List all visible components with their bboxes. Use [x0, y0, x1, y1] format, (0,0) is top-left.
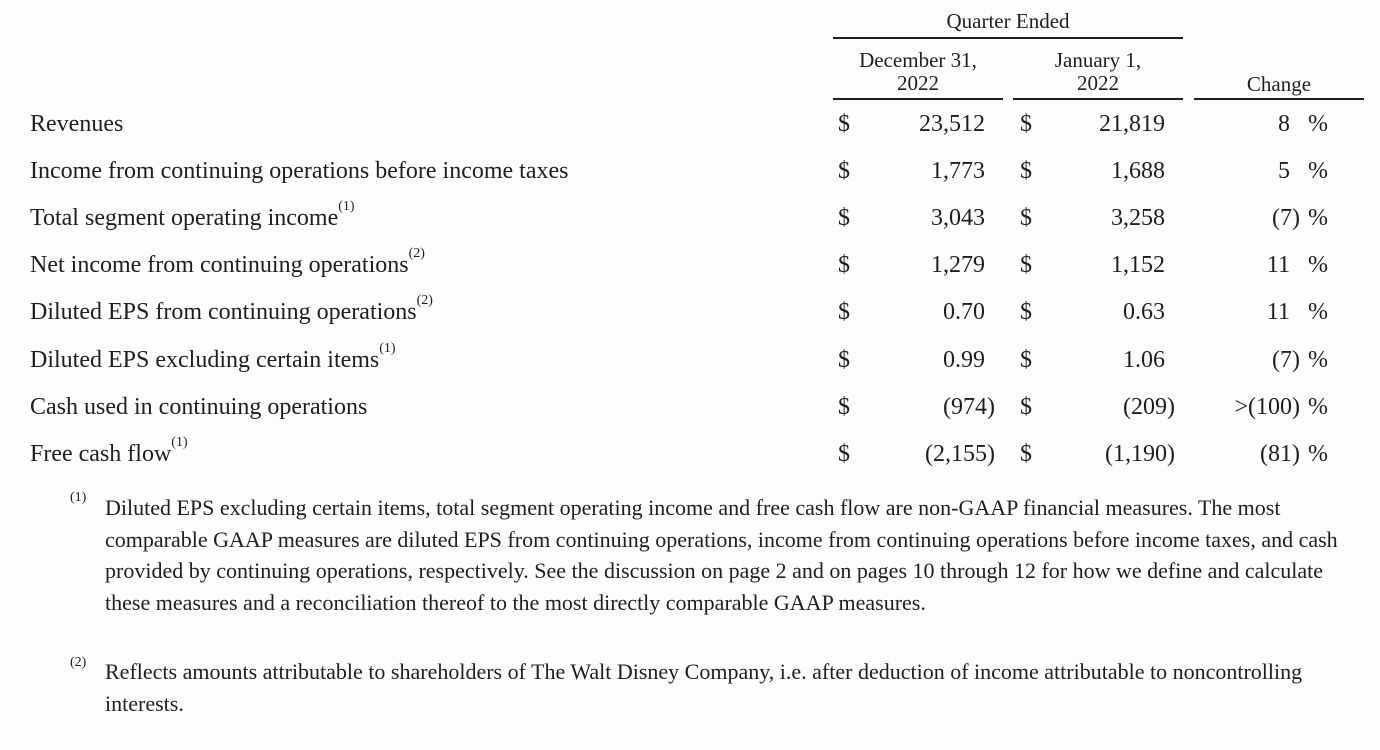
currency-symbol: $ — [838, 158, 850, 185]
table-row: Net income from continuing operations(2)… — [0, 246, 1380, 286]
currency-symbol: $ — [1020, 158, 1032, 185]
footnote-ref: (1) — [338, 199, 355, 215]
current-value: (2,155) — [925, 440, 995, 467]
prior-value: 0.63 — [1123, 299, 1165, 326]
col-dec-line1: December 31, — [859, 48, 977, 72]
row-label-text: Revenues — [30, 111, 124, 137]
row-label-text: Cash used in continuing operations — [30, 393, 368, 420]
currency-symbol: $ — [838, 299, 850, 326]
prior-value: (1,190) — [1105, 440, 1175, 467]
row-label: Revenues — [30, 111, 123, 138]
currency-symbol: $ — [838, 440, 850, 467]
currency-symbol: $ — [1020, 346, 1032, 373]
table-row: Total segment operating income(1) $3,043 $… — [0, 199, 1380, 239]
prior-value: (209) — [1123, 393, 1175, 420]
table-row: Diluted EPS from continuing operations(2… — [0, 293, 1380, 333]
currency-symbol: $ — [838, 346, 850, 373]
footnote-ref: (2) — [408, 246, 425, 262]
percent-symbol: % — [1308, 111, 1328, 137]
row-label: Cash used in continuing operations — [30, 394, 367, 421]
change-value: 11 — [1266, 299, 1290, 326]
footnote-ref: (1) — [379, 340, 396, 356]
percent-symbol: % — [1308, 252, 1328, 279]
percent-symbol: % — [1308, 158, 1328, 185]
row-label: Net income from continuing operations(2) — [30, 246, 425, 279]
footnote-2-marker: (2) — [70, 655, 87, 670]
currency-symbol: $ — [1020, 393, 1032, 420]
current-value: 1,279 — [931, 252, 985, 279]
current-value: 0.70 — [943, 299, 985, 326]
row-label: Total segment operating income(1) — [30, 199, 355, 232]
percent-symbol: % — [1308, 393, 1328, 420]
percent-symbol: % — [1308, 346, 1328, 373]
col-dec-line2: 2022 — [897, 71, 939, 95]
prior-value: 1,688 — [1111, 158, 1165, 185]
row-label-text: Diluted EPS from continuing operations — [30, 299, 417, 326]
currency-symbol: $ — [838, 205, 850, 232]
table-row: Free cash flow(1) $ (2,155) $ (1,190) (81)% — [0, 435, 1380, 475]
current-value: 1,773 — [931, 158, 985, 185]
currency-symbol: $ — [838, 393, 850, 420]
percent-symbol: % — [1308, 299, 1328, 326]
change-value: (7) — [1272, 205, 1300, 232]
row-label: Free cash flow(1) — [30, 435, 188, 468]
col-jan-header: January 1, 2022 — [1013, 49, 1183, 95]
row-label: Diluted EPS from continuing operations(2… — [30, 293, 433, 326]
quarter-ended-header: Quarter Ended — [946, 9, 1070, 33]
footnote-1-marker: (1) — [70, 490, 87, 505]
current-value: (974) — [943, 393, 995, 420]
table-row: Income from continuing operations before… — [0, 152, 1380, 192]
row-label-text: Diluted EPS excluding certain items — [30, 346, 380, 373]
row-label-text: Total segment operating income — [30, 205, 339, 232]
currency-symbol: $ — [1020, 205, 1032, 232]
table-row: Cash used in continuing operations $ (974)… — [0, 388, 1380, 428]
col-jan-line1: January 1, — [1054, 48, 1142, 72]
currency-symbol: $ — [1020, 440, 1032, 467]
col-change-rule — [1194, 98, 1364, 100]
percent-symbol: % — [1308, 205, 1328, 232]
col-jan-rule — [1013, 98, 1183, 100]
currency-symbol: $ — [1020, 299, 1032, 326]
col-change-header: Change — [1246, 72, 1312, 96]
prior-value: 3,258 — [1111, 205, 1165, 232]
change-value: 5 — [1278, 158, 1290, 185]
currency-symbol: $ — [838, 252, 850, 279]
table-row: Revenues $23,512 $21,819 8% — [0, 105, 1380, 145]
table-row: Diluted EPS excluding certain items(1) $0… — [0, 341, 1380, 381]
percent-symbol: % — [1308, 440, 1328, 467]
current-value: 23,512 — [919, 111, 985, 137]
row-label-text: Free cash flow — [30, 440, 172, 467]
prior-value: 21,819 — [1099, 111, 1165, 137]
col-dec-rule — [833, 98, 1003, 100]
footnote-ref: (2) — [416, 293, 433, 309]
change-value: (81) — [1260, 440, 1300, 467]
currency-symbol: $ — [1020, 111, 1032, 137]
prior-value: 1.06 — [1123, 346, 1165, 373]
footnote-ref: (1) — [171, 434, 188, 450]
current-value: 3,043 — [931, 205, 985, 232]
row-label-text: Income from continuing operations before… — [30, 158, 569, 185]
prior-value: 1,152 — [1111, 252, 1165, 279]
change-value: 8 — [1278, 111, 1290, 137]
header-rule — [833, 37, 1183, 39]
col-jan-line2: 2022 — [1077, 71, 1119, 95]
currency-symbol: $ — [838, 111, 850, 137]
row-label-text: Net income from continuing operations — [30, 252, 409, 279]
change-value: >(100) — [1234, 393, 1300, 420]
change-value: 11 — [1266, 252, 1290, 279]
row-label: Income from continuing operations before… — [30, 158, 569, 185]
row-label: Diluted EPS excluding certain items(1) — [30, 341, 396, 374]
footnote-1-text: Diluted EPS excluding certain items, tot… — [105, 495, 1338, 615]
change-value: (7) — [1272, 346, 1300, 373]
currency-symbol: $ — [1020, 252, 1032, 279]
current-value: 0.99 — [943, 346, 985, 373]
col-dec-header: December 31, 2022 — [833, 49, 1003, 95]
footnote-2-text: Reflects amounts attributable to shareho… — [105, 659, 1303, 716]
